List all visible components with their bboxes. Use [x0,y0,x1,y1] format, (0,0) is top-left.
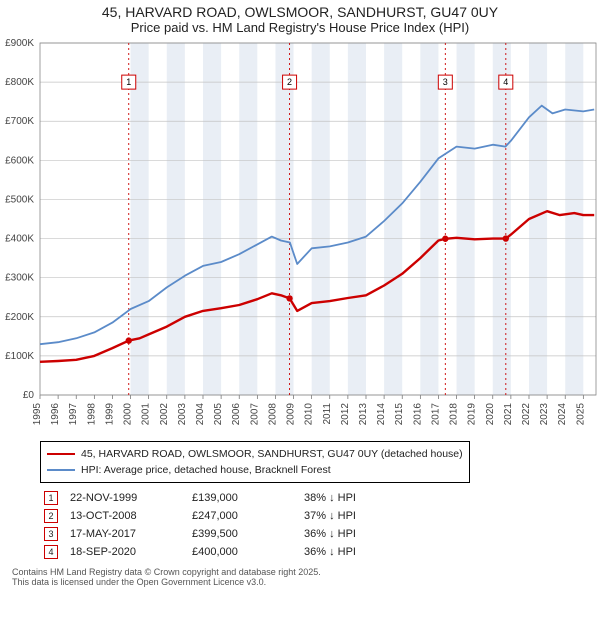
sale-row: 4 18-SEP-2020 £400,000 36% ↓ HPI [40,543,588,561]
sale-delta: 36% ↓ HPI [304,546,404,558]
sales-table: 1 22-NOV-1999 £139,000 38% ↓ HPI 2 13-OCT-200… [40,489,588,561]
svg-text:2021: 2021 [503,403,514,426]
legend-swatch [47,453,75,455]
legend-swatch [47,469,75,471]
svg-text:2018: 2018 [449,403,460,426]
footnote-line-1: Contains HM Land Registry data © Crown c… [12,567,588,577]
svg-text:2025: 2025 [575,403,586,426]
svg-text:2012: 2012 [340,403,351,426]
sale-delta: 37% ↓ HPI [304,510,404,522]
svg-text:£100K: £100K [5,351,34,362]
svg-text:2006: 2006 [231,403,242,426]
legend-item: HPI: Average price, detached house, Brac… [47,462,463,478]
svg-text:3: 3 [443,77,448,87]
footnote-line-2: This data is licensed under the Open Gov… [12,577,588,587]
svg-text:2024: 2024 [557,403,568,426]
sale-price: £399,500 [192,528,292,540]
sale-row: 3 17-MAY-2017 £399,500 36% ↓ HPI [40,525,588,543]
legend: 45, HARVARD ROAD, OWLSMOOR, SANDHURST, G… [40,441,470,483]
svg-text:£800K: £800K [5,77,34,88]
svg-text:2008: 2008 [267,403,278,426]
legend-item: 45, HARVARD ROAD, OWLSMOOR, SANDHURST, G… [47,446,463,462]
svg-text:2019: 2019 [467,403,478,426]
svg-text:2007: 2007 [249,403,260,426]
svg-text:2022: 2022 [521,403,532,426]
sale-marker-badge: 2 [44,509,58,523]
svg-text:2002: 2002 [159,403,170,426]
svg-text:2013: 2013 [358,403,369,426]
svg-text:2020: 2020 [485,403,496,426]
svg-text:£400K: £400K [5,234,34,245]
svg-text:2014: 2014 [376,403,387,426]
svg-text:2000: 2000 [123,403,134,426]
svg-text:2005: 2005 [213,403,224,426]
svg-text:£900K: £900K [5,38,34,49]
svg-text:£300K: £300K [5,273,34,284]
svg-text:2010: 2010 [304,403,315,426]
legend-label: HPI: Average price, detached house, Brac… [81,464,331,476]
sale-date: 22-NOV-1999 [70,492,180,504]
svg-text:1996: 1996 [50,403,61,426]
svg-text:2011: 2011 [322,403,333,425]
sale-delta: 36% ↓ HPI [304,528,404,540]
svg-text:2017: 2017 [430,403,441,426]
svg-text:£600K: £600K [5,155,34,166]
sale-row: 1 22-NOV-1999 £139,000 38% ↓ HPI [40,489,588,507]
sale-price: £139,000 [192,492,292,504]
sale-marker-badge: 1 [44,491,58,505]
legend-label: 45, HARVARD ROAD, OWLSMOOR, SANDHURST, G… [81,448,463,460]
sale-row: 2 13-OCT-2008 £247,000 37% ↓ HPI [40,507,588,525]
svg-text:2015: 2015 [394,403,405,426]
svg-text:1: 1 [126,77,131,87]
sale-price: £400,000 [192,546,292,558]
svg-text:2016: 2016 [412,403,423,426]
footnote: Contains HM Land Registry data © Crown c… [12,567,588,587]
svg-text:£700K: £700K [5,116,34,127]
svg-text:2: 2 [287,77,292,87]
title-line-2: Price paid vs. HM Land Registry's House … [0,20,600,35]
sale-date: 18-SEP-2020 [70,546,180,558]
svg-text:2023: 2023 [539,403,550,426]
svg-text:2009: 2009 [286,403,297,426]
svg-text:£500K: £500K [5,194,34,205]
svg-text:4: 4 [503,77,508,87]
sale-price: £247,000 [192,510,292,522]
svg-text:£0: £0 [23,390,35,401]
svg-text:1998: 1998 [86,403,97,426]
svg-text:2001: 2001 [141,403,152,426]
title-line-1: 45, HARVARD ROAD, OWLSMOOR, SANDHURST, G… [0,4,600,20]
sale-date: 17-MAY-2017 [70,528,180,540]
svg-text:2003: 2003 [177,403,188,426]
sale-marker-badge: 4 [44,545,58,559]
chart-title-block: 45, HARVARD ROAD, OWLSMOOR, SANDHURST, G… [0,0,600,35]
sale-marker-badge: 3 [44,527,58,541]
svg-text:1997: 1997 [68,403,79,426]
svg-text:2004: 2004 [195,403,206,426]
svg-text:1999: 1999 [104,403,115,426]
sale-date: 13-OCT-2008 [70,510,180,522]
sale-delta: 38% ↓ HPI [304,492,404,504]
svg-text:1995: 1995 [32,403,43,426]
svg-text:£200K: £200K [5,312,34,323]
chart: £0 £100K £200K £300K £400K £500K £600K £700K £80… [0,35,600,435]
chart-svg: £0 £100K £200K £300K £400K £500K £600K £700K £80… [0,35,600,435]
